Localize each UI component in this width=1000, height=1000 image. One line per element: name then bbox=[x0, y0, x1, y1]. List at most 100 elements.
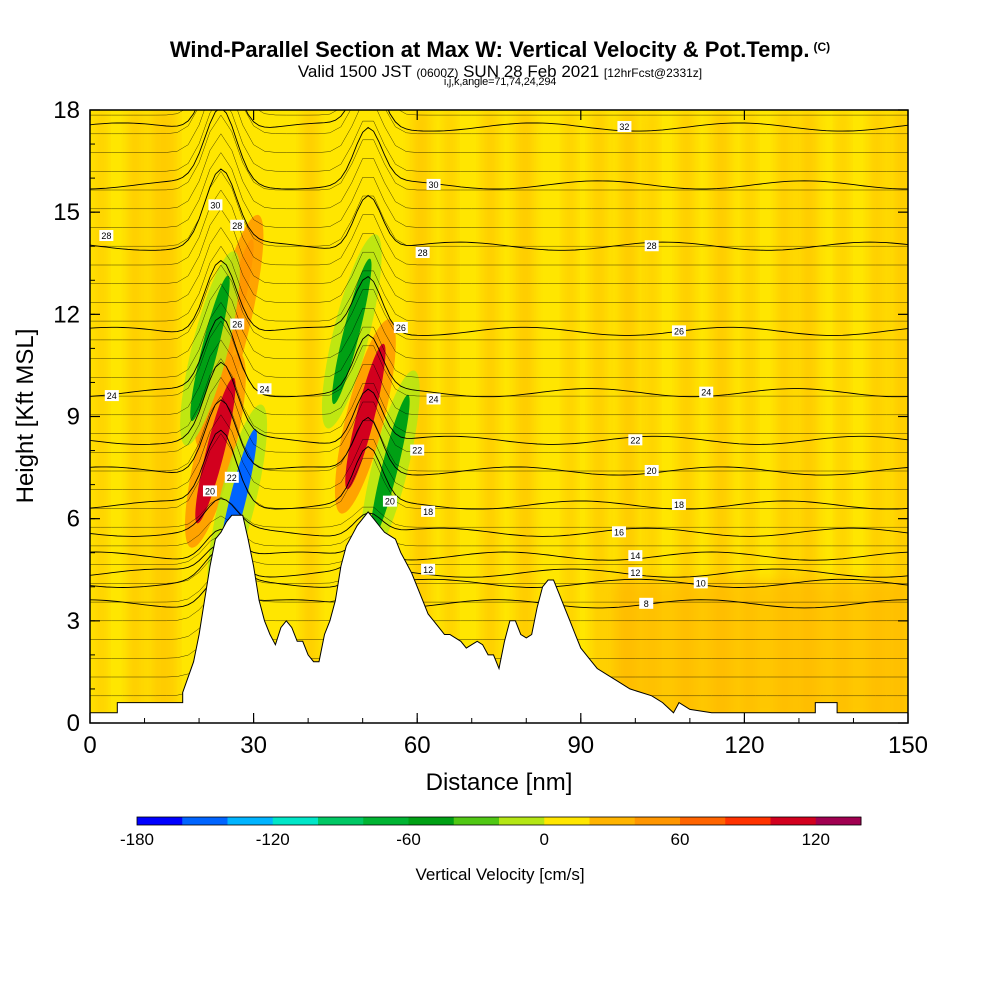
isentrope-minor bbox=[90, 152, 908, 228]
isentrope-label: 20 bbox=[382, 495, 397, 507]
ascent-streak bbox=[166, 110, 177, 723]
isentrope-minor bbox=[90, 496, 908, 528]
isentrope-label: 26 bbox=[230, 318, 245, 330]
isentrope-label-text: 16 bbox=[614, 527, 624, 537]
plot-area: 32 30 28 26 24 22 20 18 16 14 12 10 8 28 24 30 28 26 24 20 2… bbox=[90, 110, 908, 723]
isentrope-minor bbox=[90, 189, 908, 266]
isentrope-label-text: 20 bbox=[205, 486, 215, 496]
isentrope-minor bbox=[90, 170, 908, 247]
isentrope-label-text: 30 bbox=[429, 180, 439, 190]
isentrope-label-text: 20 bbox=[647, 466, 657, 476]
isentrope-minor bbox=[90, 283, 908, 359]
isentrope-label-text: 12 bbox=[423, 565, 433, 575]
ascent-streak bbox=[646, 110, 657, 723]
colorbar-tick-label: 120 bbox=[802, 830, 830, 849]
isentrope-32 bbox=[90, 110, 908, 132]
x-tick-label: 150 bbox=[888, 732, 928, 759]
chart-subtitle: Valid 1500 JST (0600Z) SUN 28 Feb 2021 [… bbox=[0, 62, 1000, 82]
colorbar-swatch bbox=[453, 817, 500, 825]
y-tick-label: 0 bbox=[67, 710, 80, 737]
isentrope-label: 22 bbox=[410, 444, 425, 456]
colorbar-swatch bbox=[815, 817, 862, 825]
downdraft-3-core bbox=[332, 258, 372, 405]
isentrope-label-text: 24 bbox=[429, 394, 439, 404]
isentrope-label-text: 24 bbox=[259, 384, 269, 394]
colorbar-swatch bbox=[227, 817, 274, 825]
isentrope-label-bg bbox=[382, 495, 397, 507]
isentrope-label-bg bbox=[699, 386, 714, 398]
isentrope-label: 14 bbox=[628, 550, 643, 562]
isentrope-minor bbox=[90, 110, 908, 135]
isentrope-label: 12 bbox=[421, 563, 436, 575]
subtitle-valid: Valid 1500 JST bbox=[297, 62, 412, 81]
y-tick-label: 18 bbox=[53, 97, 80, 124]
isentrope-label-text: 20 bbox=[385, 497, 395, 507]
colorbar-swatch bbox=[318, 817, 364, 825]
isentrope-label-bg bbox=[257, 383, 272, 395]
colorbar-swatch bbox=[589, 817, 636, 825]
isentrope-28 bbox=[90, 168, 908, 251]
isentrope-label-text: 26 bbox=[232, 320, 242, 330]
isentrope-label-bg bbox=[224, 471, 239, 483]
ascent-streak bbox=[870, 110, 885, 723]
isentrope-label: 24 bbox=[104, 390, 119, 402]
chart-title: Wind-Parallel Section at Max W: Vertical… bbox=[169, 37, 831, 62]
isentrope-minor bbox=[90, 320, 908, 397]
isentrope-label: 28 bbox=[99, 230, 114, 242]
isentrope-label-bg bbox=[104, 390, 119, 402]
isentrope-label-bg bbox=[628, 434, 643, 446]
ascent-streak bbox=[303, 110, 318, 723]
x-tick-label: 120 bbox=[724, 732, 764, 759]
isentrope-minor bbox=[90, 208, 908, 284]
isentrope-minor bbox=[90, 264, 908, 341]
y-tick-label: 15 bbox=[53, 199, 80, 226]
isentrope-minor bbox=[90, 114, 908, 191]
ascent-streak bbox=[128, 110, 143, 723]
colorbar-title: Vertical Velocity [cm/s] bbox=[415, 865, 584, 884]
ascent-streak bbox=[483, 110, 498, 723]
subtitle-date: SUN 28 Feb 2021 bbox=[463, 62, 600, 81]
isentrope-minor bbox=[90, 339, 908, 416]
isentrope-label: 24 bbox=[426, 393, 441, 405]
y-tick-label: 6 bbox=[67, 506, 80, 533]
y-tick-label: 12 bbox=[53, 301, 80, 328]
downdraft-3 bbox=[321, 234, 382, 429]
colorbar: -180 -120 -60 0 60 120 bbox=[120, 816, 862, 849]
isentrope-label-text: 28 bbox=[647, 241, 657, 251]
colorbar-swatch bbox=[363, 817, 409, 825]
isentrope-label: 30 bbox=[426, 178, 441, 190]
isentrope-minor bbox=[90, 414, 908, 490]
isentrope-30 bbox=[90, 110, 908, 190]
isentrope-minor bbox=[90, 433, 908, 509]
subtitle-forecast: [12hrFcst@2331z] bbox=[603, 66, 703, 80]
isentrope-label-text: 8 bbox=[644, 599, 649, 609]
isentrope-label: 30 bbox=[208, 199, 223, 211]
isentrope-label-text: 24 bbox=[107, 391, 117, 401]
isentrope-24 bbox=[90, 316, 908, 398]
isentrope-label-text: 22 bbox=[630, 435, 640, 445]
isentrope-label-bg bbox=[99, 230, 114, 242]
isentrope-label-text: 26 bbox=[674, 326, 684, 336]
isentrope-label-bg bbox=[393, 321, 408, 333]
isentrope-label: 24 bbox=[257, 383, 272, 395]
isentrope-label-text: 22 bbox=[227, 473, 237, 483]
ascent-streak bbox=[744, 110, 755, 723]
isentrope-label: 32 bbox=[617, 121, 632, 133]
y-tick-label: 3 bbox=[67, 608, 80, 635]
isentrope-label-bg bbox=[202, 485, 217, 497]
colorbar-tick-label: 60 bbox=[671, 830, 690, 849]
isentrope-label-bg bbox=[415, 247, 430, 259]
x-tick-label: 30 bbox=[240, 732, 267, 759]
isentrope-label-bg bbox=[208, 199, 223, 211]
updraft-3-core bbox=[345, 343, 386, 490]
isentrope-label-bg bbox=[644, 464, 659, 476]
title-suffix: (C) bbox=[813, 40, 831, 54]
colorbar-swatch bbox=[408, 817, 455, 825]
isentrope-label-bg bbox=[693, 577, 708, 589]
colorbar-swatch bbox=[182, 817, 228, 825]
isentrope-label-bg bbox=[639, 597, 654, 609]
updraft-3 bbox=[334, 319, 396, 514]
x-axis: 0 30 60 90 120 150 bbox=[83, 110, 928, 759]
isentrope-label-bg bbox=[426, 178, 441, 190]
isentrope-label-text: 18 bbox=[423, 507, 433, 517]
